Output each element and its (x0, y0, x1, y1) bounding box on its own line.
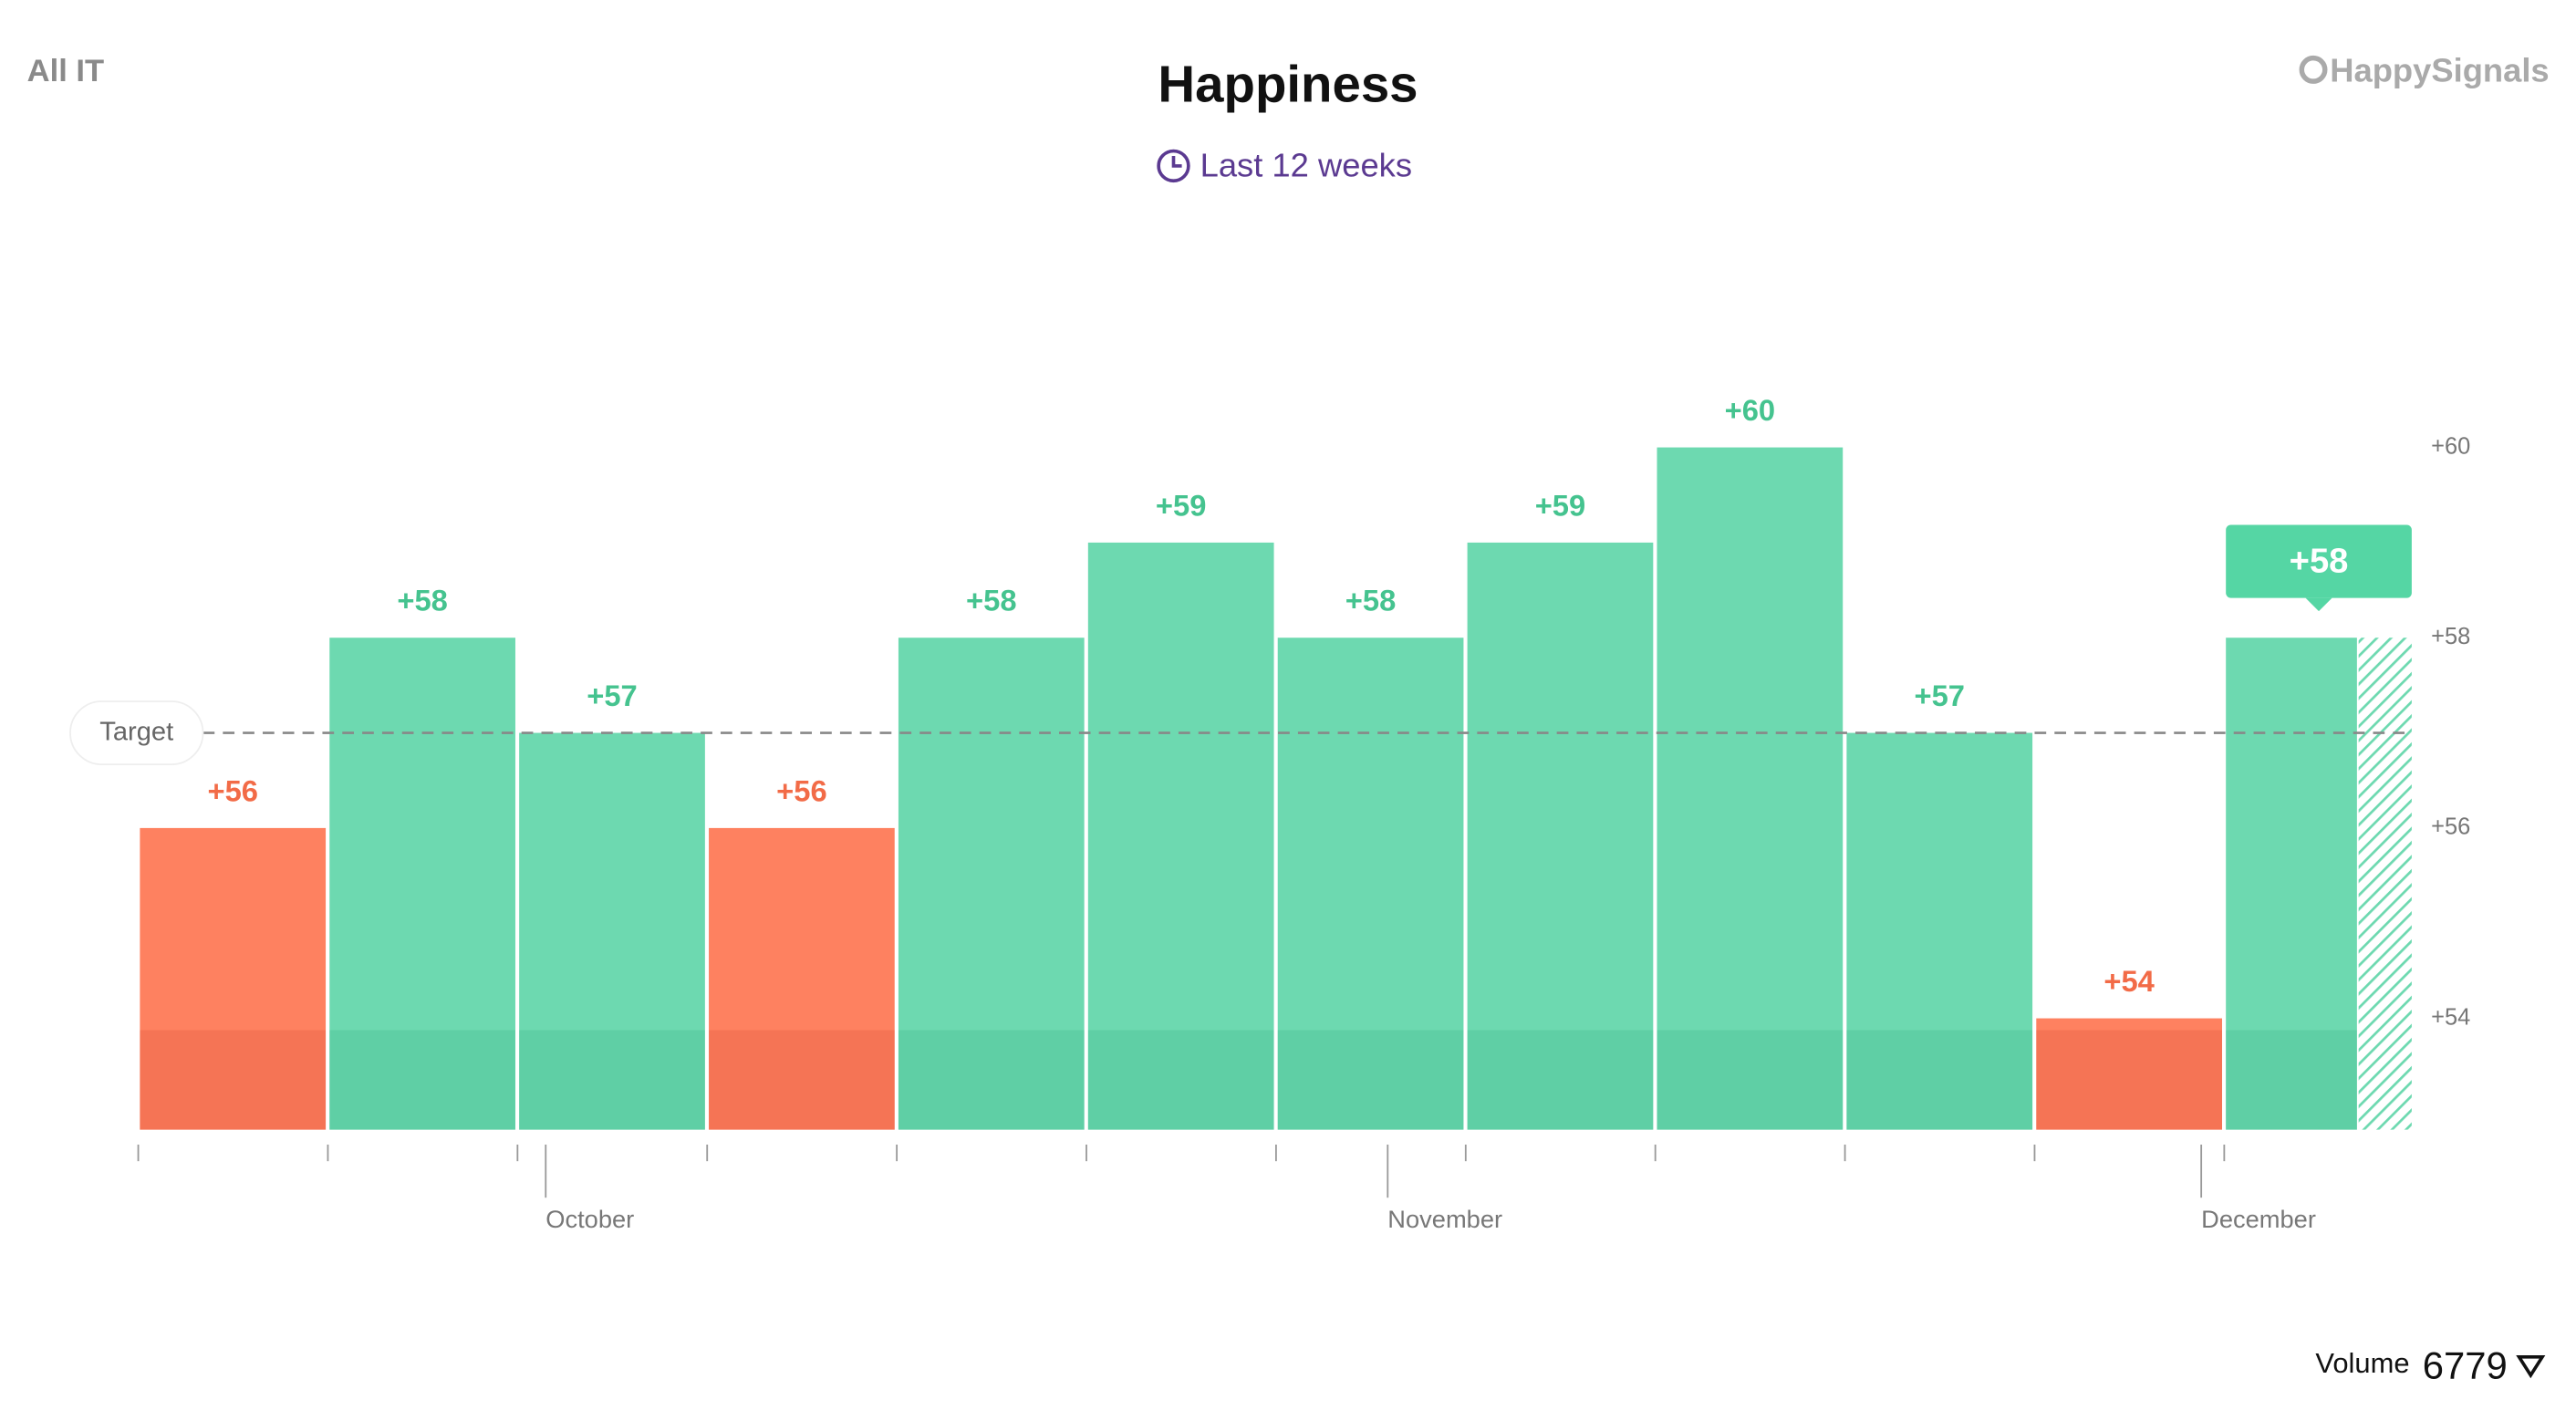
bar-volume-shade (1467, 1030, 1654, 1130)
value-badge-pointer (2305, 597, 2332, 612)
value-label: +57 (1914, 679, 1965, 712)
bar (1087, 542, 1274, 1130)
volume-toggle[interactable] (2516, 1354, 2546, 1379)
bar (1846, 732, 2033, 1130)
value-badge (2226, 524, 2412, 598)
bar-volume-shade (140, 1030, 327, 1130)
bar (2036, 1018, 2222, 1130)
bar-volume-shade (898, 1030, 1085, 1130)
bar-volume-shade (1657, 1030, 1844, 1130)
value-label: +54 (2103, 964, 2155, 998)
subtitle-icon (1157, 149, 1190, 183)
month-label: November (1387, 1205, 1502, 1233)
value-label: +58 (2290, 541, 2349, 580)
bar (1657, 447, 1844, 1130)
bar-volume-shade (329, 1030, 515, 1130)
bar (329, 638, 515, 1130)
volume-label: Volume (2315, 1347, 2409, 1379)
value-label: +57 (587, 679, 638, 712)
month-label: October (545, 1205, 634, 1233)
bar (709, 827, 895, 1130)
bar-volume-shade (1087, 1030, 1274, 1130)
bar (1467, 542, 1654, 1130)
brand-logo: HappySignals (2330, 52, 2549, 89)
bar-volume-shade (519, 1030, 705, 1130)
value-label: +58 (397, 584, 448, 617)
bar-volume-shade (2226, 1030, 2357, 1130)
bar (519, 732, 705, 1130)
bar-volume-shade (709, 1030, 895, 1130)
target-pill (69, 700, 204, 766)
value-label: +59 (1156, 488, 1207, 522)
value-label: +59 (1535, 488, 1586, 522)
value-label: +56 (207, 773, 258, 807)
y-tick-label: +60 (2431, 433, 2470, 459)
target-label: Target (99, 717, 173, 746)
y-tick-label: +58 (2431, 624, 2470, 649)
y-tick-label: +56 (2431, 814, 2470, 840)
value-label: +58 (966, 584, 1017, 617)
bar (2226, 638, 2357, 1130)
month-label: December (2201, 1205, 2316, 1233)
y-tick-label: +54 (2431, 1004, 2470, 1030)
bar (140, 827, 327, 1130)
brand-icon (2299, 55, 2328, 84)
chart-title: Happiness (1158, 55, 1418, 112)
value-label: +58 (1345, 584, 1397, 617)
volume-value: 6779 (2423, 1344, 2508, 1387)
chart-subtitle: Last 12 weeks (1200, 146, 1412, 183)
bar-volume-shade (1277, 1030, 1464, 1130)
bar (1277, 638, 1464, 1130)
bar-volume-shade (2036, 1030, 2222, 1130)
bar-projection (2358, 638, 2412, 1130)
bar (898, 638, 1085, 1130)
scope-label: All IT (27, 54, 104, 88)
value-label: +56 (776, 773, 827, 807)
bar-volume-shade (1846, 1030, 2033, 1130)
value-label: +60 (1725, 393, 1776, 427)
